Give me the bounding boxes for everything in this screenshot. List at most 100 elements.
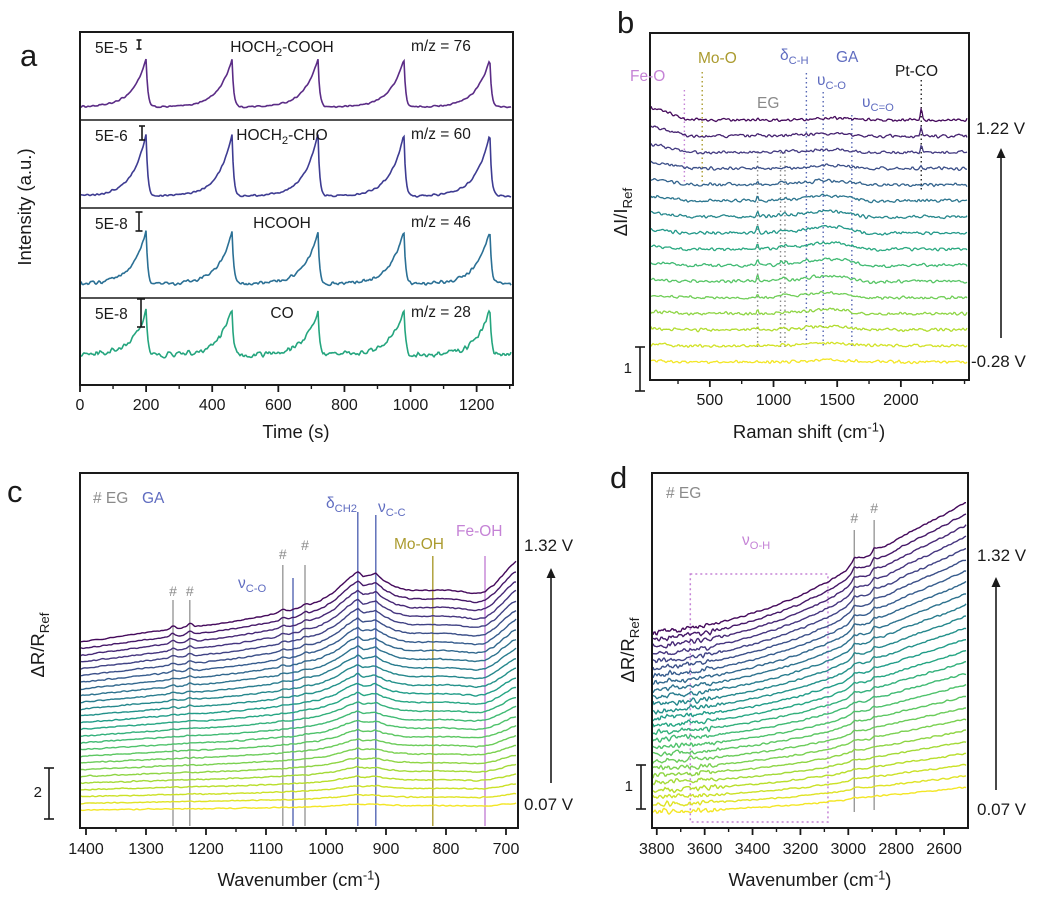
panel-c-curve-3 <box>81 589 517 663</box>
panel-c-scalebar: 2 <box>34 767 54 820</box>
panel-b-mo-o-label: Mo-O <box>698 50 737 67</box>
panel-b-tick-2000: 2000 <box>883 392 919 409</box>
panel-b-curve-3 <box>651 160 968 172</box>
panel-d-xlabel: Wavenumber (cm-1) <box>729 867 892 890</box>
panel-b-curve-15 <box>651 358 968 365</box>
panel-d-tick-2600: 2600 <box>926 841 962 858</box>
panel-a-scalebar-3 <box>137 298 145 328</box>
panel-c-curve-10 <box>81 658 516 711</box>
panel-a-molecule-label-3: CO <box>270 305 293 322</box>
panel-d-tick-3800: 3800 <box>639 841 675 858</box>
panel-d-curve-13 <box>653 649 967 728</box>
panel-a-mz-label-0: m/z = 76 <box>411 38 471 55</box>
panel-d-curve-19 <box>653 718 967 771</box>
panel-b-curve-4 <box>651 178 968 188</box>
panel-c-legend-ga: GA <box>142 490 165 507</box>
panel-c-curve-15 <box>81 705 517 745</box>
panel-d-curve-24 <box>653 775 967 808</box>
trace-HOCH2-COOH <box>81 58 512 109</box>
panel-c-hash-mark-2: # <box>279 546 287 562</box>
panel-a-mz-label-3: m/z = 28 <box>411 304 471 321</box>
panel-d-curve-14 <box>653 660 967 736</box>
panel-c-curve-9 <box>81 647 517 704</box>
panel-d-curve-20 <box>653 729 966 779</box>
panel-d-scalebar: 1 <box>625 764 646 810</box>
panel-b-tick-1000: 1000 <box>756 392 792 409</box>
panel-c-scalebar-label: 2 <box>34 784 42 801</box>
trace-HCOOH <box>81 230 512 287</box>
panel-b-ups-co-label: υC-O <box>817 72 846 92</box>
panel-a-scalebar-0 <box>136 39 142 50</box>
panel-c-nu-co-label: νC-O <box>238 575 267 595</box>
panel-c-curve-19 <box>81 744 517 771</box>
trace-CO <box>81 308 512 359</box>
panel-b-pt-co-label: Pt-CO <box>895 63 938 80</box>
panel-c-fe-oh-label: Fe-OH <box>456 523 503 540</box>
panel-c-tick-1300: 1300 <box>128 841 164 858</box>
panel-c-tick-700: 700 <box>493 841 520 858</box>
panel-c-curve-23 <box>81 783 516 798</box>
panel-d-nu-oh-label: νO-H <box>742 532 770 552</box>
panel-b-voltage-arrow <box>996 148 1006 338</box>
panel-d-curve-17 <box>653 695 967 757</box>
panel-d-curve-21 <box>653 741 967 786</box>
panel-d-curve-9 <box>653 603 967 700</box>
panel-d-curve-25 <box>653 786 967 815</box>
panel-c-tick-1100: 1100 <box>249 841 284 858</box>
panel-a-tick-0: 0 <box>76 397 85 414</box>
panel-d-scalebar-label: 1 <box>625 778 633 795</box>
panel-a-tick-400: 400 <box>199 397 226 414</box>
panel-letter-c: c <box>7 474 23 509</box>
panel-b-scalebar: 1 <box>624 346 645 392</box>
panel-letter-b: b <box>617 5 635 40</box>
panel-b-ylabel: ΔI/IRef <box>610 187 635 236</box>
panel-a-molecule-label-0: HOCH2-COOH <box>230 39 334 59</box>
panel-b-curve-14 <box>651 341 968 349</box>
panel-c-curve-5 <box>81 610 517 677</box>
panel-c-curve-25 <box>81 802 517 812</box>
panel-c-curve-13 <box>81 686 517 731</box>
panel-c-tick-1200: 1200 <box>188 841 224 858</box>
panel-a-ylabel: Intensity (a.u.) <box>14 148 35 265</box>
panel-b-tick-500: 500 <box>697 392 724 409</box>
panel-d-voltage-top: 1.32 V <box>977 546 1027 565</box>
panel-c-xlabel: Wavenumber (cm-1) <box>218 867 381 890</box>
panel-d-nu-oh-box <box>689 573 829 823</box>
panel-b-ups-c2o-label: υC=O <box>862 94 894 114</box>
panel-a-mz-label-2: m/z = 46 <box>411 214 471 231</box>
panel-d-curve-23 <box>653 763 967 800</box>
panel-a-scale-label-2: 5E-8 <box>95 216 128 233</box>
panel-d-curve-22 <box>653 752 967 794</box>
panel-b-curve-10 <box>651 274 968 285</box>
panel-b-curve-2 <box>651 143 968 155</box>
panel-d-tick-3200: 3200 <box>783 841 819 858</box>
panel-b-curve-6 <box>651 209 968 220</box>
panel-c: 1400 1300 1200 1100 1000 900 800 700 Wavenumber … <box>27 472 574 890</box>
panel-d-tick-3600: 3600 <box>687 841 723 858</box>
panel-c-hash-mark-3: # <box>301 537 309 553</box>
trace-HOCH2-CHO <box>81 134 512 198</box>
panel-c-tick-1000: 1000 <box>308 841 344 858</box>
panel-c-frame <box>79 472 519 829</box>
panel-c-curve-16 <box>81 716 517 751</box>
panel-c-curve-21 <box>81 763 517 785</box>
panel-c-curve-4 <box>81 600 517 670</box>
panel-c-curve-8 <box>81 638 517 697</box>
panel-a-tick-800: 800 <box>331 397 358 414</box>
panel-c-mo-oh-label: Mo-OH <box>394 536 444 553</box>
panel-c-hash-mark-1: # <box>186 583 194 599</box>
panel-d-legend-hash-eg: # EG <box>666 485 701 502</box>
panel-b-curve-7 <box>651 224 968 236</box>
panel-a-molecule-label-2: HCOOH <box>253 215 311 232</box>
panel-d-curve-8 <box>653 593 967 694</box>
panel-c-tick-800: 800 <box>433 841 460 858</box>
panel-b-curve-13 <box>651 324 968 333</box>
panel-d-tick-3000: 3000 <box>831 841 867 858</box>
panel-letter-a: a <box>20 38 38 73</box>
panel-c-ylabel: ΔR/RRef <box>27 612 52 677</box>
panel-a-tick-600: 600 <box>265 397 292 414</box>
panel-c-curve-24 <box>81 792 517 805</box>
panel-b-delta-ch-label: δC-H <box>780 47 809 67</box>
panel-c-nu-cc-label: νC-C <box>378 499 406 519</box>
